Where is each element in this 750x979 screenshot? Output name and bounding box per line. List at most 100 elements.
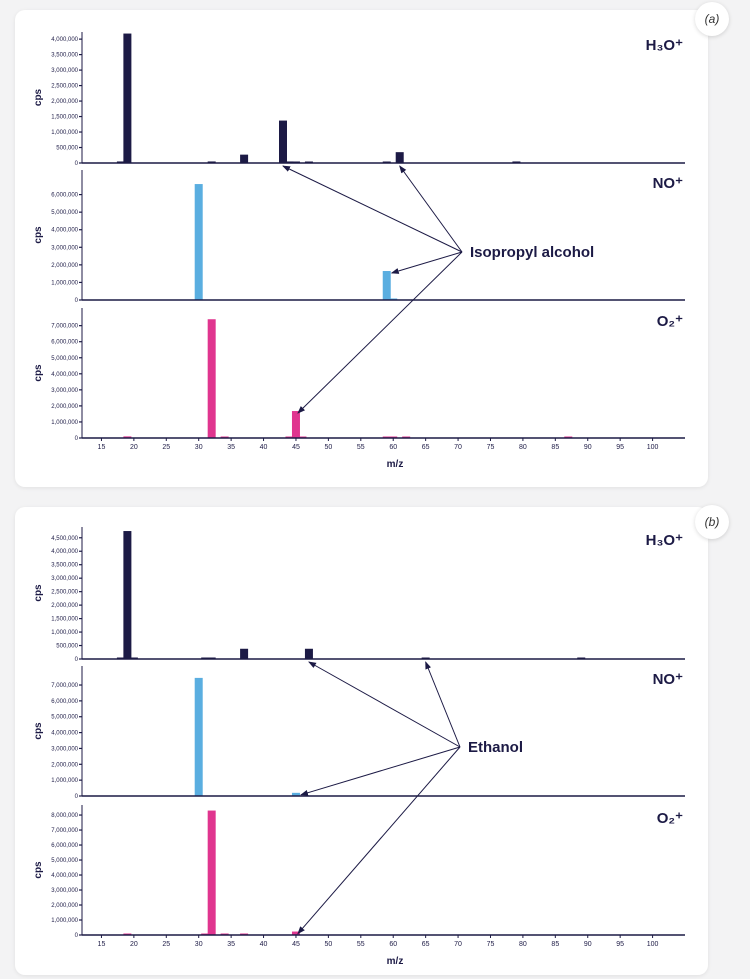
y-tick-label: 3,000,000 [51,245,78,251]
annotation-arrow [297,746,461,935]
annotation-arrow [282,165,463,253]
x-tick-label: 65 [422,444,430,451]
x-axis-label: m/z [387,459,404,470]
x-tick-label: 75 [487,444,495,451]
x-tick-label: 85 [551,444,559,451]
x-tick-label: 60 [389,444,397,451]
x-tick-label: 100 [647,941,659,948]
y-tick-label: 500,000 [56,644,78,650]
x-tick-label: 85 [551,941,559,948]
x-tick-label: 55 [357,941,365,948]
y-tick-label: 2,500,000 [51,590,78,596]
bar-O2-mz32 [207,810,216,935]
x-tick-label: 75 [487,941,495,948]
y-tick-label: 3,500,000 [51,563,78,569]
bar-H3O-mz37 [240,648,249,659]
bar-H3O-mz47 [304,648,313,659]
y-tick-label: 3,000,000 [51,388,78,394]
y-tick-label: 4,500,000 [51,536,78,542]
y-tick-label: 2,000,000 [51,404,78,410]
ion-label-O2: O₂⁺ [657,313,683,330]
x-tick-label: 80 [519,941,527,948]
y-tick-label: 7,000,000 [51,828,78,834]
x-tick-label: 40 [260,941,268,948]
annotation-arrow [390,251,463,274]
bar-H3O-mz79 [512,161,521,163]
y-axis-label: cps [33,88,44,106]
y-tick-label: 1,000,000 [51,778,78,784]
annotation-label: Isopropyl alcohol [470,244,594,261]
y-tick-label: 3,500,000 [51,53,78,59]
y-tick-label: 0 [75,794,79,800]
ion-label-H3O: H₃O⁺ [646,37,683,54]
panel-label-a: (a) [695,2,729,36]
annotation-arrow [300,746,461,796]
y-tick-label: 5,000,000 [51,715,78,721]
y-tick-label: 2,000,000 [51,263,78,269]
y-tick-label: 500,000 [56,146,78,152]
annotation-arrow [297,251,463,414]
y-tick-label: 1,500,000 [51,115,78,121]
y-tick-label: 4,000,000 [51,37,78,43]
y-axis-label: cps [33,722,44,740]
y-tick-label: 4,000,000 [51,228,78,234]
y-tick-label: 8,000,000 [51,813,78,819]
bar-NO-mz30 [194,677,203,796]
y-tick-label: 5,000,000 [51,210,78,216]
x-tick-label: 15 [98,941,106,948]
bar-H3O-mz37 [240,154,249,163]
x-tick-label: 90 [584,444,592,451]
x-tick-label: 45 [292,941,300,948]
y-axis-label: cps [33,861,44,879]
x-axis-label: m/z [387,956,404,967]
y-tick-label: 5,000,000 [51,858,78,864]
y-tick-label: 4,000,000 [51,731,78,737]
x-tick-label: 25 [162,444,170,451]
bar-NO-mz45 [291,792,300,796]
x-tick-label: 95 [616,941,624,948]
x-tick-label: 60 [389,941,397,948]
bar-H3O-mz32 [207,161,216,163]
bar-O2-mz45 [291,931,300,935]
y-tick-label: 3,000,000 [51,576,78,582]
y-tick-label: 1,000,000 [51,420,78,426]
bar-NO-mz30 [194,184,203,300]
y-tick-label: 2,500,000 [51,84,78,90]
ion-label-H3O: H₃O⁺ [646,532,683,549]
bar-O2-mz32 [207,319,216,438]
y-axis-label: cps [33,584,44,602]
x-tick-label: 20 [130,444,138,451]
y-tick-label: 0 [75,436,79,442]
bar-H3O-mz19 [123,531,132,659]
x-tick-label: 90 [584,941,592,948]
y-tick-label: 7,000,000 [51,324,78,330]
x-tick-label: 30 [195,941,203,948]
x-tick-label: 35 [227,444,235,451]
y-tick-label: 3,000,000 [51,746,78,752]
y-tick-label: 2,000,000 [51,762,78,768]
y-tick-label: 1,000,000 [51,280,78,286]
y-axis-label: cps [33,364,44,382]
y-tick-label: 6,000,000 [51,843,78,849]
x-tick-label: 50 [324,941,332,948]
x-tick-label: 70 [454,941,462,948]
x-tick-label: 45 [292,444,300,451]
bar-O2-mz19 [123,436,132,438]
y-tick-label: 4,000,000 [51,372,78,378]
x-tick-label: 80 [519,444,527,451]
y-tick-label: 6,000,000 [51,193,78,199]
annotation-label: Ethanol [468,739,523,756]
y-tick-label: 7,000,000 [51,683,78,689]
annotation-arrow [425,661,461,748]
bar-O2-mz45 [291,411,300,438]
y-tick-label: 1,500,000 [51,617,78,623]
y-tick-label: 0 [75,161,79,167]
bar-H3O-mz18 [116,161,125,163]
annotation-arrow [399,165,463,253]
bar-H3O-mz19 [123,33,132,163]
x-tick-label: 100 [647,444,659,451]
ion-label-NO: NO⁺ [653,175,684,192]
y-tick-label: 0 [75,657,79,663]
bar-H3O-mz43 [279,120,287,163]
